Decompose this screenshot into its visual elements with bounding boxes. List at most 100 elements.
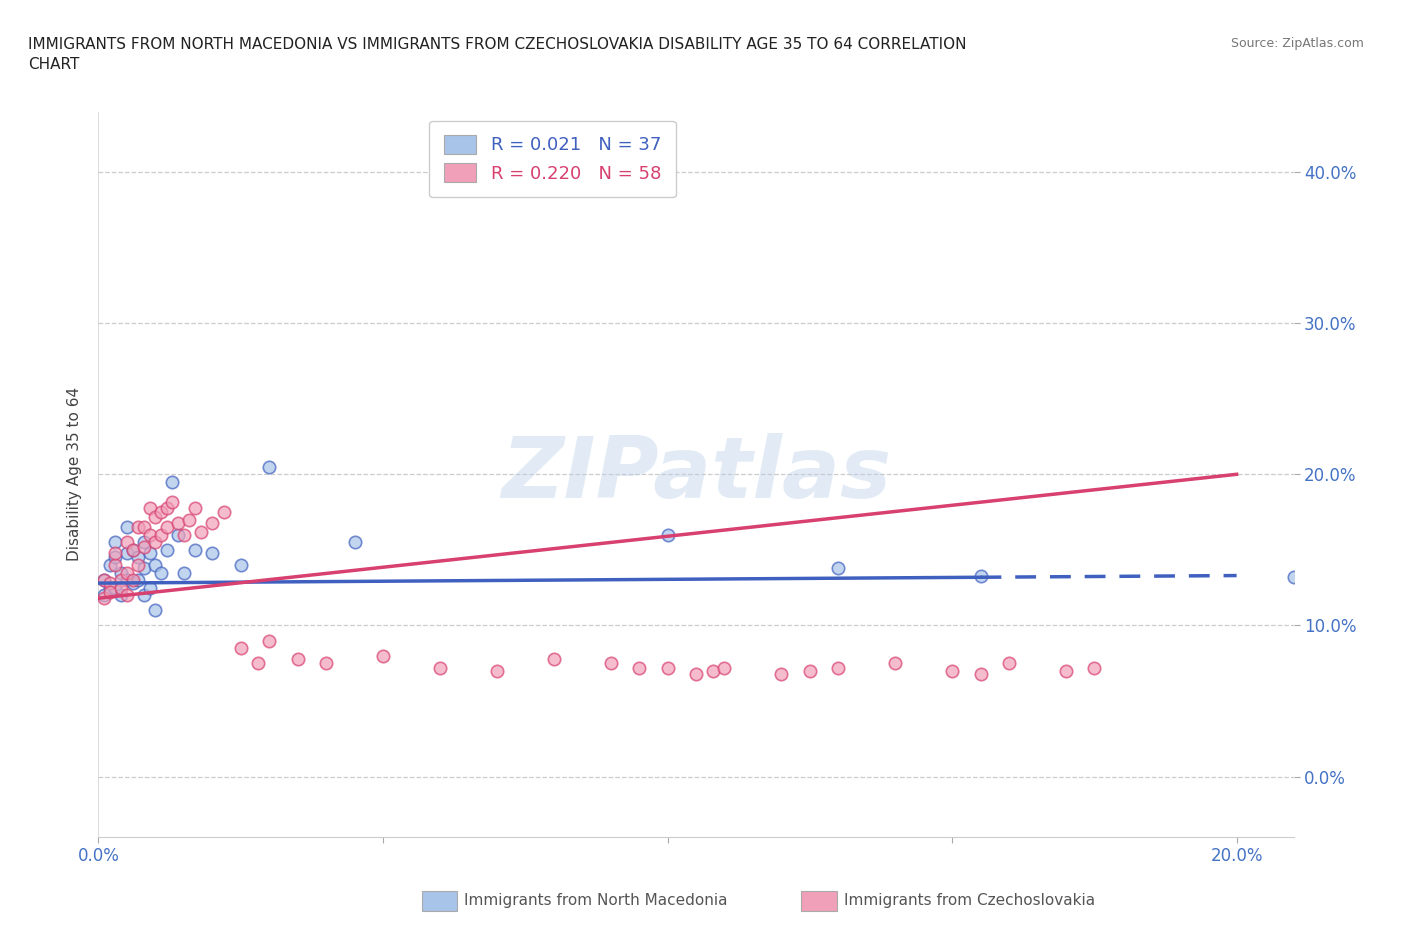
Point — [110, 588, 132, 603]
Point — [93, 591, 115, 605]
Text: ZIPatlas: ZIPatlas — [501, 432, 891, 516]
Point — [138, 580, 160, 595]
Point — [132, 561, 155, 576]
Point — [138, 545, 160, 560]
Point — [93, 573, 115, 588]
Point — [1054, 663, 1077, 678]
Point — [98, 576, 121, 591]
Point — [132, 520, 155, 535]
Point — [156, 500, 179, 515]
Point — [287, 651, 309, 666]
Point — [115, 565, 138, 580]
Point — [702, 663, 724, 678]
Point — [138, 527, 160, 542]
Point — [121, 542, 143, 557]
Point — [132, 535, 155, 550]
Point — [93, 573, 115, 588]
Point — [173, 565, 195, 580]
Point — [167, 527, 190, 542]
Point — [969, 568, 991, 583]
Point — [162, 494, 184, 509]
Point — [104, 535, 127, 550]
Point — [115, 520, 138, 535]
Point — [599, 656, 621, 671]
Point — [156, 542, 179, 557]
Point — [121, 542, 143, 557]
Point — [969, 666, 991, 681]
Point — [143, 535, 166, 550]
Point — [190, 525, 212, 539]
Point — [115, 573, 138, 588]
Point — [127, 573, 149, 588]
Text: Source: ZipAtlas.com: Source: ZipAtlas.com — [1230, 37, 1364, 50]
Point — [799, 663, 821, 678]
Point — [138, 500, 160, 515]
Point — [93, 588, 115, 603]
Point — [657, 527, 679, 542]
Point — [110, 573, 132, 588]
Point — [104, 558, 127, 573]
Point — [98, 558, 121, 573]
Point — [343, 535, 366, 550]
Legend: R = 0.021   N = 37, R = 0.220   N = 58: R = 0.021 N = 37, R = 0.220 N = 58 — [429, 121, 676, 197]
Point — [246, 656, 269, 671]
Point — [162, 474, 184, 489]
Point — [657, 660, 679, 675]
Point — [143, 603, 166, 618]
Point — [98, 585, 121, 600]
Y-axis label: Disability Age 35 to 64: Disability Age 35 to 64 — [66, 387, 82, 562]
Point — [132, 539, 155, 554]
Point — [156, 520, 179, 535]
Point — [167, 515, 190, 530]
Point — [685, 666, 707, 681]
Point — [827, 660, 849, 675]
Point — [212, 505, 235, 520]
Point — [127, 520, 149, 535]
Point — [104, 580, 127, 595]
Point — [201, 545, 224, 560]
Point — [713, 660, 735, 675]
Point — [941, 663, 963, 678]
Point — [229, 641, 252, 656]
Point — [628, 660, 651, 675]
Point — [257, 459, 280, 474]
Point — [429, 660, 451, 675]
Point — [104, 545, 127, 560]
Point — [998, 656, 1021, 671]
Point — [121, 573, 143, 588]
Point — [1083, 660, 1105, 675]
Point — [150, 527, 173, 542]
Point — [98, 580, 121, 595]
Point — [543, 651, 565, 666]
Point — [1282, 569, 1305, 585]
Text: Immigrants from North Macedonia: Immigrants from North Macedonia — [464, 893, 727, 908]
Point — [827, 561, 849, 576]
Text: IMMIGRANTS FROM NORTH MACEDONIA VS IMMIGRANTS FROM CZECHOSLOVAKIA DISABILITY AGE: IMMIGRANTS FROM NORTH MACEDONIA VS IMMIG… — [28, 37, 966, 72]
Point — [143, 558, 166, 573]
Point — [315, 656, 337, 671]
Point — [115, 535, 138, 550]
Point — [485, 663, 508, 678]
Point — [184, 500, 207, 515]
Point — [150, 505, 173, 520]
Point — [143, 510, 166, 525]
Point — [121, 576, 143, 591]
Point — [770, 666, 793, 681]
Point — [173, 527, 195, 542]
Point — [257, 633, 280, 648]
Point — [127, 558, 149, 573]
Point — [115, 545, 138, 560]
Point — [127, 550, 149, 565]
Point — [884, 656, 907, 671]
Point — [150, 565, 173, 580]
Point — [184, 542, 207, 557]
Point — [115, 588, 138, 603]
Point — [179, 512, 201, 527]
Point — [104, 550, 127, 565]
Point — [201, 515, 224, 530]
Point — [371, 648, 394, 663]
Point — [110, 580, 132, 595]
Text: Immigrants from Czechoslovakia: Immigrants from Czechoslovakia — [844, 893, 1095, 908]
Point — [132, 588, 155, 603]
Point — [110, 565, 132, 580]
